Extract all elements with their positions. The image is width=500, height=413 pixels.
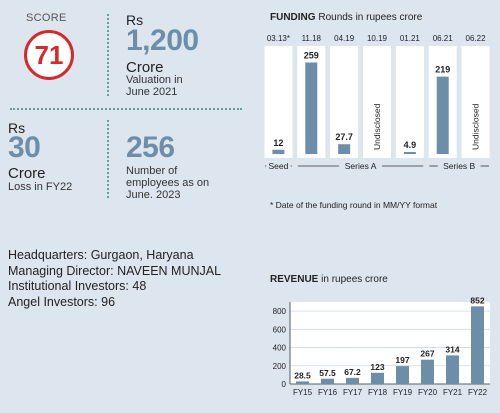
funding-bar [403, 152, 416, 154]
funding-group-label: Seed [268, 161, 288, 171]
funding-chart-title: FUNDING Rounds in rupees crore [270, 12, 422, 23]
funding-column-bg [461, 46, 490, 158]
funding-value-label: 12 [273, 138, 283, 148]
institutional-investors-line: Institutional Investors: 48 [8, 279, 221, 295]
employees-caption-1: Number of [126, 165, 178, 177]
revenue-bar [371, 372, 384, 384]
revenue-value-label: 852 [470, 296, 484, 305]
funding-column-bg [330, 46, 359, 158]
revenue-category-label: FY20 [418, 388, 438, 397]
revenue-y-tick: 600 [273, 325, 287, 334]
funding-date-label: 06.21 [433, 34, 454, 43]
revenue-title-bold: REVENUE [270, 274, 319, 285]
revenue-y-tick: 800 [273, 307, 287, 316]
institutional-investors-label: Institutional Investors: [8, 279, 129, 293]
funding-column-bg [395, 46, 424, 158]
revenue-category-label: FY19 [393, 388, 413, 397]
funding-column-bg [264, 46, 293, 158]
revenue-value-label: 57.5 [319, 368, 336, 378]
funding-date-label: 04.19 [334, 34, 355, 43]
funding-group-label: Series B [443, 161, 475, 171]
funding-date-label: 10.19 [367, 34, 388, 43]
loss-value: 30 [8, 131, 41, 164]
loss-unit: Crore [8, 165, 46, 182]
funding-value-label: 4.9 [404, 140, 417, 150]
employees-value: 256 [126, 131, 175, 164]
divider-vertical-top [107, 14, 109, 96]
divider-vertical-bottom [107, 120, 109, 198]
revenue-bar [346, 377, 359, 384]
revenue-y-tick: 0 [282, 380, 287, 389]
score-label: SCORE [26, 12, 67, 24]
funding-chart: 03.13* 12 11.18 259 04.19 27.7 10.19 Undisclose… [264, 34, 490, 171]
angel-investors-line: Angel Investors: 96 [8, 295, 221, 311]
funding-column-bg [363, 46, 391, 158]
angel-investors-label: Angel Investors: [8, 294, 98, 309]
valuation-value: 1,200 [126, 24, 199, 57]
managing-director-label: Managing Director: [8, 263, 114, 278]
divider-horizontal-mid [10, 108, 242, 110]
funding-date-label: 06.22 [466, 34, 487, 43]
loss-caption: Loss in FY22 [8, 181, 73, 193]
revenue-value-label: 267 [420, 349, 434, 359]
revenue-value-label: 28.5 [294, 370, 311, 380]
revenue-category-label: FY16 [318, 388, 338, 397]
funding-group-label: Series A [345, 161, 377, 171]
revenue-value-label: 67.2 [344, 367, 361, 377]
revenue-bar [446, 355, 459, 384]
revenue-title-rest: in rupees crore [321, 274, 388, 285]
funding-bar [338, 144, 351, 154]
funding-title-rest: Rounds in rupees crore [318, 12, 423, 23]
angel-investors-value: 96 [101, 294, 116, 309]
revenue-bar [421, 359, 434, 384]
funding-footnote: * Date of the funding round in MM/YY for… [270, 200, 438, 210]
headquarters-value: Gurgaon, Haryana [90, 248, 194, 262]
employees-caption-2: employees as on [126, 177, 210, 189]
headquarters-line: Headquarters: Gurgaon, Haryana [8, 248, 221, 264]
company-info: Headquarters: Gurgaon, Haryana Managing … [8, 248, 221, 310]
valuation-prefix: Rs [126, 12, 144, 28]
funding-title-bold: FUNDING [270, 12, 316, 23]
valuation-unit: Crore [126, 59, 164, 76]
managing-director-value: NAVEEN MUNJAL [117, 263, 222, 278]
score-value: 71 [34, 39, 64, 70]
funding-bar [436, 76, 449, 154]
revenue-category-label: FY22 [468, 388, 488, 397]
funding-date-label: 11.18 [302, 34, 322, 43]
managing-director-line: Managing Director: NAVEEN MUNJAL [8, 264, 221, 280]
revenue-category-label: FY21 [443, 388, 463, 397]
revenue-y-tick: 200 [273, 362, 287, 371]
revenue-category-label: FY18 [368, 388, 388, 397]
score-badge: 71 [24, 30, 74, 80]
revenue-bar [296, 381, 309, 384]
revenue-y-tick: 400 [273, 344, 287, 353]
revenue-bar [471, 306, 484, 384]
revenue-bar [396, 366, 409, 384]
valuation-caption-1: Valuation in [126, 74, 183, 86]
revenue-category-label: FY17 [343, 388, 363, 397]
revenue-chart: 0 200 400 600 800 28.5 FY15 57.5 FY16 67.2 FY17 123… [273, 296, 490, 397]
funding-bar [272, 149, 285, 154]
funding-date-label: 01.21 [400, 34, 421, 43]
funding-undisclosed-label: Undisclosed [372, 103, 382, 150]
revenue-category-label: FY15 [293, 388, 313, 397]
funding-undisclosed-label: Undisclosed [471, 103, 481, 150]
institutional-investors-value: 48 [132, 279, 147, 293]
revenue-value-label: 314 [445, 344, 459, 354]
loss-prefix: Rs [8, 120, 26, 136]
funding-value-label: 219 [435, 65, 450, 75]
funding-bar [305, 62, 318, 154]
employees-caption-3: June. 2023 [126, 189, 181, 201]
revenue-chart-title: REVENUE in rupees crore [270, 274, 388, 285]
revenue-value-label: 123 [370, 362, 384, 372]
funding-value-label: 27.7 [335, 132, 353, 142]
funding-value-label: 259 [304, 50, 319, 60]
valuation-caption-2: June 2021 [126, 86, 178, 98]
revenue-value-label: 197 [395, 355, 409, 365]
headquarters-label: Headquarters: [8, 248, 88, 262]
revenue-bar [321, 378, 334, 384]
funding-date-label: 03.13* [267, 34, 290, 43]
